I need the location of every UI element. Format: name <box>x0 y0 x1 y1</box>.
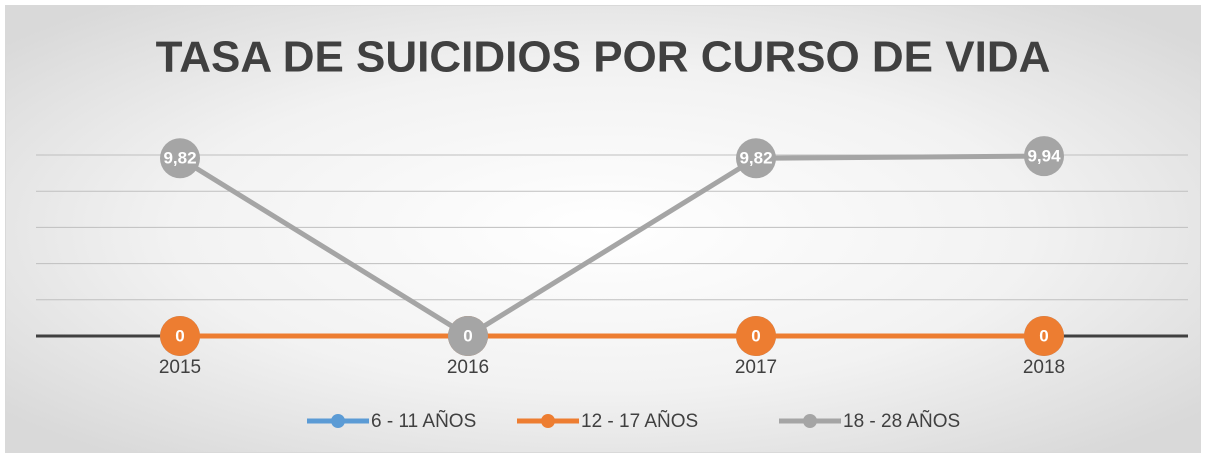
data-point <box>1024 316 1064 356</box>
data-label: 9,82 <box>163 149 196 168</box>
chart-title: TASA DE SUICIDIOS POR CURSO DE VIDA <box>156 33 1051 82</box>
data-point <box>736 316 776 356</box>
legend: 6 - 11 AÑOS 12 - 17 AÑOS 18 - 28 AÑOS <box>307 410 960 432</box>
data-point <box>160 316 200 356</box>
data-label: 9,94 <box>1027 147 1061 166</box>
data-label: 0 <box>463 326 472 345</box>
x-tick-label: 2016 <box>447 357 489 378</box>
legend-label: 12 - 17 AÑOS <box>581 410 698 432</box>
legend-label: 6 - 11 AÑOS <box>371 410 476 432</box>
x-tick-label: 2015 <box>159 357 201 378</box>
data-point <box>736 138 776 179</box>
legend-label: 18 - 28 AÑOS <box>843 410 960 432</box>
data-label: 9,82 <box>739 149 772 168</box>
data-point <box>1024 136 1064 177</box>
data-point <box>448 316 488 356</box>
series-line <box>178 153 1045 339</box>
data-label: 0 <box>751 326 760 345</box>
legend-marker <box>331 414 345 428</box>
legend-marker <box>803 414 817 428</box>
x-tick-label: 2018 <box>1023 357 1065 378</box>
data-point <box>160 138 200 179</box>
data-label: 0 <box>1039 326 1048 345</box>
legend-marker <box>541 414 555 428</box>
data-label: 0 <box>175 326 184 345</box>
x-tick-label: 2017 <box>735 357 777 378</box>
chart-frame <box>5 5 1201 453</box>
